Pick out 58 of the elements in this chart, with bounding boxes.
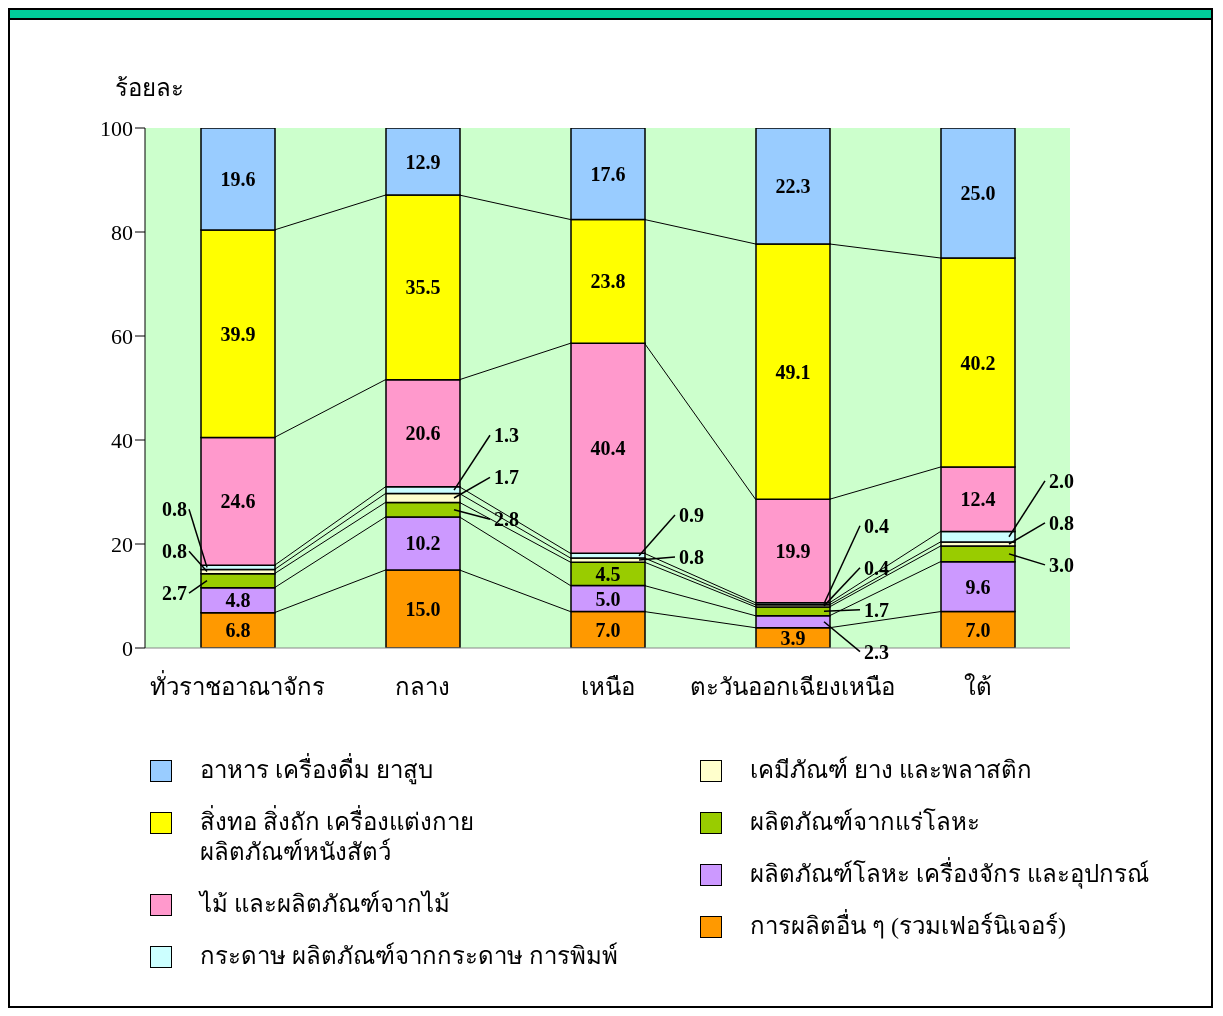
data-label: 7.0 bbox=[965, 618, 991, 641]
legend-label: ผลิตภัณฑ์จากแร่โลหะ bbox=[750, 807, 980, 837]
data-label: 22.3 bbox=[775, 174, 811, 197]
data-label: 9.6 bbox=[965, 575, 991, 598]
data-label: 17.6 bbox=[590, 162, 626, 185]
y-tick-label: 80 bbox=[111, 219, 133, 245]
data-label: 25.0 bbox=[960, 182, 996, 204]
data-label: 2.7 bbox=[162, 582, 187, 605]
legend-label: กระดาษ ผลิตภัณฑ์จากกระดาษ การพิมพ์ bbox=[200, 941, 618, 971]
data-label: 0.9 bbox=[679, 503, 704, 526]
data-label: 40.2 bbox=[960, 351, 996, 374]
data-label: 1.3 bbox=[494, 424, 519, 447]
data-label: 3.9 bbox=[780, 626, 806, 649]
data-label: 1.7 bbox=[864, 598, 889, 621]
y-tick-label: 20 bbox=[111, 531, 133, 557]
data-label: 0.4 bbox=[864, 514, 889, 537]
x-tick-label: เหนือ bbox=[580, 674, 635, 701]
data-label: 3.0 bbox=[1049, 553, 1074, 576]
x-tick-label: ตะวันออกเฉียงเหนือ bbox=[690, 674, 895, 701]
data-label: 2.0 bbox=[1049, 469, 1074, 492]
data-label: 5.0 bbox=[595, 587, 621, 610]
data-label: 12.9 bbox=[405, 150, 441, 173]
data-label: 49.1 bbox=[775, 360, 811, 383]
data-label: 19.6 bbox=[220, 167, 256, 190]
data-label: 0.8 bbox=[162, 540, 187, 563]
data-label: 0.8 bbox=[162, 498, 187, 521]
data-label: 15.0 bbox=[405, 598, 441, 620]
legend-label: อาหาร เครื่องดื่ม ยาสูบ bbox=[200, 755, 433, 785]
legend-label: สิ่งทอ สิ่งถัก เครื่องแต่งกาย ผลิตภัณฑ์หนังสัตว์ bbox=[200, 807, 475, 867]
data-label: 20.6 bbox=[405, 422, 441, 445]
data-label: 12.4 bbox=[960, 488, 996, 511]
x-tick-label: กลาง bbox=[395, 674, 450, 701]
y-tick-label: 100 bbox=[100, 115, 133, 141]
data-label: 2.3 bbox=[864, 640, 889, 663]
data-label: 24.6 bbox=[220, 490, 256, 513]
data-label: 40.4 bbox=[590, 437, 626, 460]
legend-label: เคมีภัณฑ์ ยาง และพลาสติก bbox=[750, 755, 1032, 785]
legend-label: ไม้ และผลิตภัณฑ์จากไม้ bbox=[200, 889, 450, 919]
data-label: 39.9 bbox=[220, 322, 256, 345]
data-label: 1.7 bbox=[494, 466, 519, 489]
data-label: 4.8 bbox=[225, 589, 251, 612]
data-label: 23.8 bbox=[590, 270, 626, 293]
data-label: 7.0 bbox=[595, 618, 621, 641]
x-tick-label: ทั่วราชอาณาจักร bbox=[150, 670, 325, 701]
x-tick-label: ใต้ bbox=[963, 673, 992, 701]
data-label: 19.9 bbox=[775, 540, 811, 563]
data-label: 10.2 bbox=[405, 532, 441, 555]
data-label: 0.8 bbox=[1049, 511, 1074, 534]
y-tick-label: 60 bbox=[111, 323, 133, 349]
data-label: 6.8 bbox=[225, 619, 251, 642]
legend-label: การผลิตอื่น ๆ (รวมเฟอร์นิเจอร์) bbox=[750, 911, 1066, 941]
y-tick-label: 40 bbox=[111, 427, 133, 453]
data-label: 0.8 bbox=[679, 545, 704, 568]
y-axis-title: ร้อยละ bbox=[115, 74, 184, 103]
data-label: 35.5 bbox=[405, 276, 441, 299]
data-label: 4.5 bbox=[595, 562, 621, 585]
y-tick-label: 0 bbox=[122, 635, 133, 661]
legend-label: ผลิตภัณฑ์โลหะ เครื่องจักร และอุปกรณ์ bbox=[750, 859, 1149, 889]
